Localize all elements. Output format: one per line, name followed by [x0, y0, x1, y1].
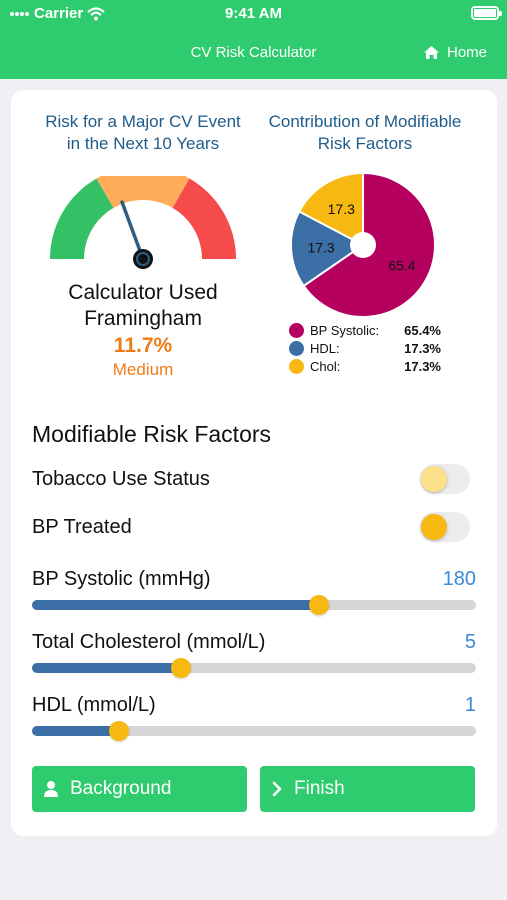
- wifi-icon: [87, 6, 105, 20]
- home-button[interactable]: Home: [423, 44, 487, 61]
- legend-value: 65.4%: [404, 322, 441, 338]
- finish-button[interactable]: Finish: [260, 766, 475, 812]
- pie-slice: [290, 210, 365, 288]
- slider-fill: [32, 726, 120, 736]
- risk-title-line1: Risk for a Major CV Event: [45, 112, 241, 131]
- background-button[interactable]: Background: [32, 766, 247, 812]
- calculator-line1: Calculator Used: [68, 281, 218, 304]
- calculator-used: Calculator Used Framingham: [33, 280, 253, 332]
- background-button-label: Background: [70, 778, 172, 799]
- toggle-row-bp-treated: BP Treated: [32, 512, 470, 542]
- main-card: Risk for a Major CV Event in the Next 10…: [11, 90, 497, 836]
- clock: 9:41 AM: [225, 5, 282, 22]
- risk-panel-title: Risk for a Major CV Event in the Next 10…: [33, 111, 253, 155]
- slider-value: 5: [464, 630, 476, 653]
- slider-value: 180: [442, 567, 476, 590]
- slider-bp-systolic: BP Systolic (mmHg) 180: [32, 566, 476, 615]
- gauge-medium-segment: [96, 166, 190, 208]
- calculator-name: Framingham: [84, 307, 202, 330]
- slider-label: HDL (mmol/L): [32, 693, 156, 716]
- signal-icon: [10, 11, 29, 16]
- slider-hdl: HDL (mmol/L) 1: [32, 692, 476, 741]
- slider-thumb[interactable]: [109, 721, 130, 741]
- finish-button-label: Finish: [294, 778, 345, 799]
- status-bar: Carrier 9:41 AM: [0, 0, 507, 28]
- bp-treated-toggle[interactable]: [420, 512, 470, 542]
- legend-value: 17.3%: [404, 358, 441, 374]
- pie-svg: 65.4 17.3 17.3: [290, 171, 436, 318]
- toggle-row-tobacco: Tobacco Use Status: [32, 464, 470, 494]
- legend-item: HDL: 17.3%: [289, 339, 441, 357]
- gauge-high-segment: [172, 178, 236, 259]
- toggle-label: Tobacco Use Status: [32, 467, 210, 490]
- contribution-panel-title: Contribution of Modifiable Risk Factors: [255, 111, 475, 155]
- legend-label: HDL:: [310, 340, 340, 356]
- gauge-svg: [50, 166, 236, 269]
- carrier-group: Carrier: [10, 5, 105, 22]
- risk-percent: 11.7%: [113, 334, 173, 357]
- chevron-right-icon: [272, 781, 282, 797]
- legend-item: Chol: 17.3%: [289, 357, 441, 375]
- toggle-label: BP Treated: [32, 515, 132, 538]
- legend-dot: [289, 340, 304, 356]
- battery-icon: [471, 6, 502, 20]
- pie-center-hole: [350, 232, 376, 258]
- gauge-hub: [133, 249, 153, 269]
- legend-label: BP Systolic:: [310, 322, 380, 338]
- pie-slice-label: 65.4: [388, 257, 415, 273]
- slider-fill: [32, 663, 181, 673]
- header-bar: Carrier 9:41 AM CV Risk Calculator Home: [0, 0, 507, 79]
- slider-value: 1: [464, 693, 476, 716]
- slider-track[interactable]: [32, 658, 476, 678]
- legend-item: BP Systolic: 65.4%: [289, 321, 441, 339]
- slider-thumb[interactable]: [308, 595, 329, 615]
- user-icon: [44, 781, 58, 797]
- risk-level: Medium: [112, 360, 174, 379]
- legend-value: 17.3%: [404, 340, 441, 356]
- contribution-title-line2: Risk Factors: [317, 134, 413, 153]
- contribution-title-line1: Contribution of Modifiable: [268, 112, 462, 131]
- toggle-knob: [421, 466, 447, 492]
- gauge-low-segment: [50, 178, 114, 259]
- legend-label: Chol:: [310, 358, 341, 374]
- slider-fill: [32, 600, 319, 610]
- pie-slice-label: 17.3: [328, 201, 355, 217]
- slider-label: BP Systolic (mmHg): [32, 567, 211, 590]
- legend-dot: [289, 322, 304, 338]
- risk-gauge: [48, 166, 238, 276]
- slider-thumb[interactable]: [170, 658, 191, 678]
- pie-slice-label: 17.3: [307, 240, 334, 256]
- tobacco-toggle[interactable]: [420, 464, 470, 494]
- slider-label: Total Cholesterol (mmol/L): [32, 630, 266, 653]
- pie-slice: [297, 171, 364, 247]
- nav-title: CV Risk Calculator: [190, 44, 317, 61]
- slider-total-cholesterol: Total Cholesterol (mmol/L) 5: [32, 629, 476, 678]
- section-title: Modifiable Risk Factors: [32, 421, 272, 447]
- toggle-knob: [421, 514, 447, 540]
- gauge-needle: [120, 200, 145, 261]
- legend-dot: [289, 358, 304, 374]
- pie-legend: BP Systolic: 65.4% HDL: 17.3% Chol: 17.3…: [289, 321, 441, 375]
- home-label: Home: [446, 44, 487, 61]
- slider-track[interactable]: [32, 595, 476, 615]
- carrier-name: Carrier: [34, 5, 84, 22]
- contribution-pie-chart: 65.4 17.3 17.3: [288, 170, 438, 320]
- home-icon: [423, 46, 439, 59]
- slider-track[interactable]: [32, 721, 476, 741]
- risk-title-line2: in the Next 10 Years: [66, 134, 220, 153]
